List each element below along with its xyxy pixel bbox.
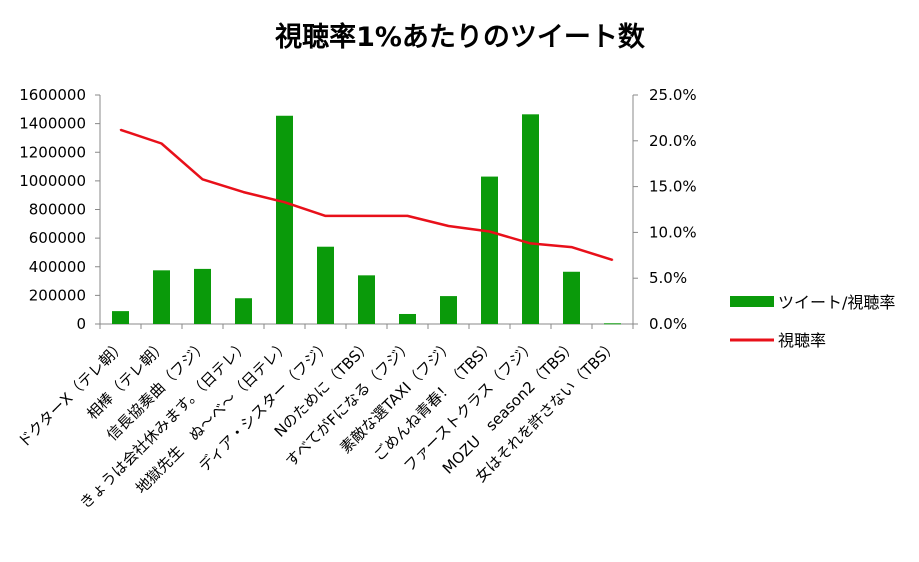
left-tick-label: 600000 <box>29 229 86 247</box>
bar <box>317 246 334 324</box>
bar <box>194 268 211 324</box>
legend: ツイート/視聴率 視聴率 <box>730 293 895 350</box>
bar <box>235 298 252 324</box>
bar <box>440 296 457 324</box>
line-point <box>365 215 368 217</box>
bar <box>276 115 293 324</box>
legend-swatch-bar <box>730 296 774 307</box>
legend-label-bar: ツイート/視聴率 <box>778 293 895 312</box>
line-point <box>324 215 327 217</box>
line-point <box>242 191 245 193</box>
left-tick-label: 1200000 <box>19 143 86 161</box>
axes-layer: 0 200000 400000 600000 800000 1000000 1200000 1… <box>19 86 696 333</box>
bar <box>153 270 170 324</box>
right-tick-label: 5.0% <box>649 269 687 287</box>
right-tick-label: 20.0% <box>649 132 697 150</box>
left-tick-label: 1600000 <box>19 86 86 104</box>
left-tick-label: 800000 <box>29 201 86 219</box>
left-tick-label: 0 <box>76 315 86 333</box>
line-point <box>160 142 163 145</box>
line-point <box>447 225 450 227</box>
bar <box>399 313 416 324</box>
line-point <box>119 129 122 131</box>
category-labels: ドクターX（テレ朝）相棒（テレ朝）信長協奏曲（フジ）きょうは会社休みます。（日テ… <box>14 336 621 512</box>
bar <box>481 176 498 324</box>
line-point <box>488 230 491 233</box>
bar <box>358 275 375 324</box>
right-tick-label: 0.0% <box>649 315 687 333</box>
line-layer <box>119 128 614 262</box>
line-point <box>406 215 409 217</box>
left-tick-label: 400000 <box>29 258 86 276</box>
left-tick-label: 1400000 <box>19 115 86 133</box>
bar <box>522 114 539 325</box>
line-point <box>611 259 614 261</box>
line-point <box>570 246 573 248</box>
legend-label-line: 視聴率 <box>778 331 826 350</box>
left-tick-label: 200000 <box>29 286 86 304</box>
line-point <box>529 242 532 245</box>
right-tick-label: 10.0% <box>649 223 697 241</box>
line-point <box>283 201 286 203</box>
chart-title: 視聴率1%あたりのツイート数 <box>275 21 646 53</box>
bar <box>563 271 580 324</box>
bars-layer <box>112 114 621 325</box>
bar <box>604 323 621 325</box>
bar <box>112 311 129 324</box>
right-tick-label: 25.0% <box>649 86 697 104</box>
line-point <box>201 178 204 181</box>
left-tick-label: 1000000 <box>19 172 86 190</box>
right-tick-label: 15.0% <box>649 178 697 196</box>
